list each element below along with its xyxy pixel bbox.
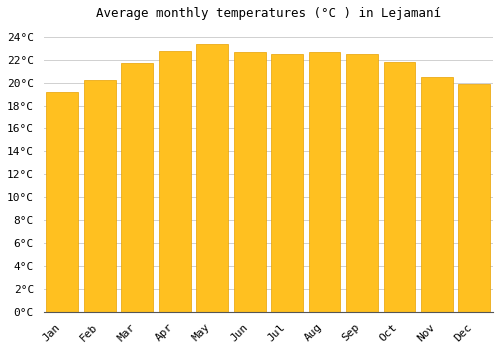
Bar <box>271 54 303 312</box>
Bar <box>46 92 78 312</box>
Bar <box>384 62 416 312</box>
Bar <box>346 54 378 312</box>
Bar <box>234 52 266 312</box>
Bar <box>122 63 153 312</box>
Bar <box>159 50 190 312</box>
Title: Average monthly temperatures (°C ) in Lejamaní: Average monthly temperatures (°C ) in Le… <box>96 7 441 20</box>
Bar <box>421 77 453 312</box>
Bar <box>458 84 490 312</box>
Bar <box>84 80 116 312</box>
Bar <box>196 44 228 312</box>
Bar <box>308 52 340 312</box>
